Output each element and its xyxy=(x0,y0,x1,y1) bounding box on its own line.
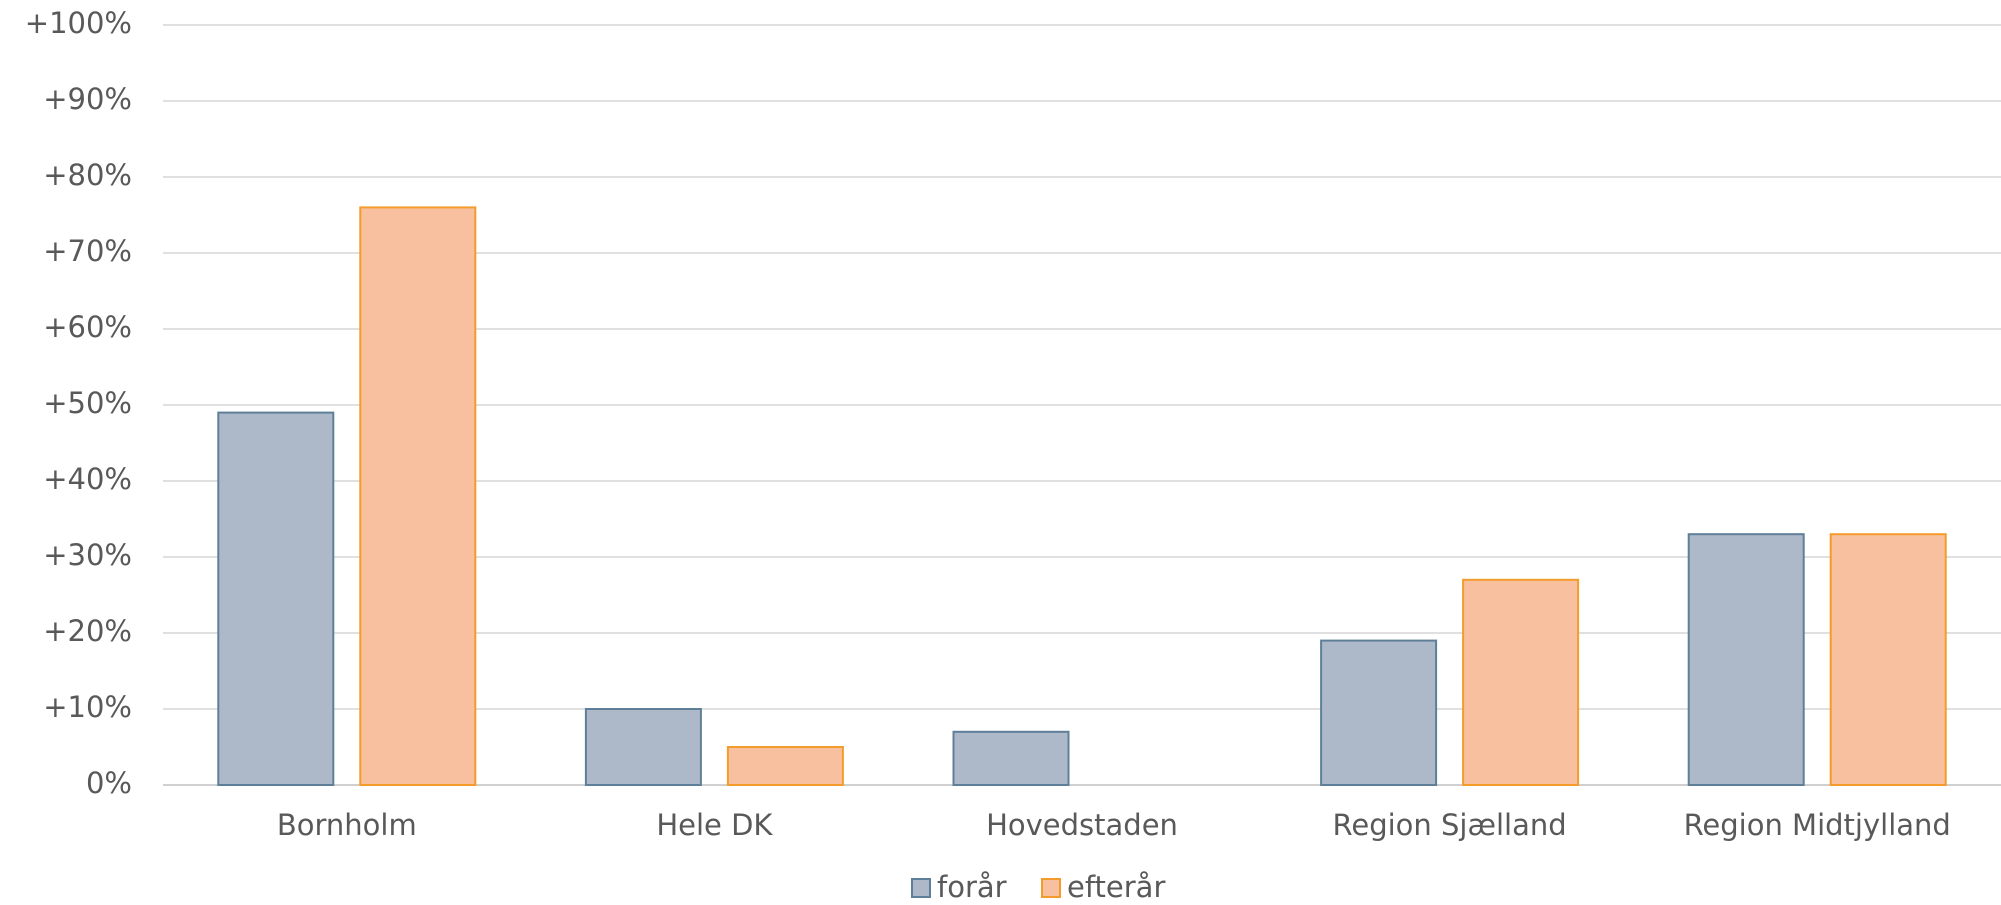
bar xyxy=(1829,533,1947,787)
y-tick-label: +50% xyxy=(43,386,132,420)
bar xyxy=(584,708,702,786)
y-tick-label: 0% xyxy=(86,766,132,800)
x-tick-label: Region Sjælland xyxy=(1333,808,1567,842)
x-tick-label: Region Midtjylland xyxy=(1684,808,1951,842)
x-tick-label: Bornholm xyxy=(277,808,417,842)
legend-swatch xyxy=(911,878,931,898)
y-tick-label: +60% xyxy=(43,310,132,344)
bar xyxy=(359,206,477,786)
y-tick-label: +40% xyxy=(43,462,132,496)
y-tick-label: +80% xyxy=(43,158,132,192)
bar xyxy=(1462,578,1580,786)
bar xyxy=(952,730,1070,786)
y-tick-label: +100% xyxy=(25,6,132,40)
x-tick-label: Hovedstaden xyxy=(986,808,1178,842)
y-tick-label: +70% xyxy=(43,234,132,268)
bar xyxy=(1320,639,1438,786)
y-tick-label: +30% xyxy=(43,538,132,572)
x-tick-label: Hele DK xyxy=(656,808,773,842)
legend-label: efterår xyxy=(1067,870,1165,904)
bar xyxy=(726,746,844,786)
bar xyxy=(217,411,335,786)
bar xyxy=(1687,533,1805,787)
y-tick-label: +20% xyxy=(43,614,132,648)
y-tick-label: +90% xyxy=(43,82,132,116)
legend-swatch xyxy=(1041,878,1061,898)
y-tick-label: +10% xyxy=(43,690,132,724)
legend-label: forår xyxy=(937,870,1007,904)
